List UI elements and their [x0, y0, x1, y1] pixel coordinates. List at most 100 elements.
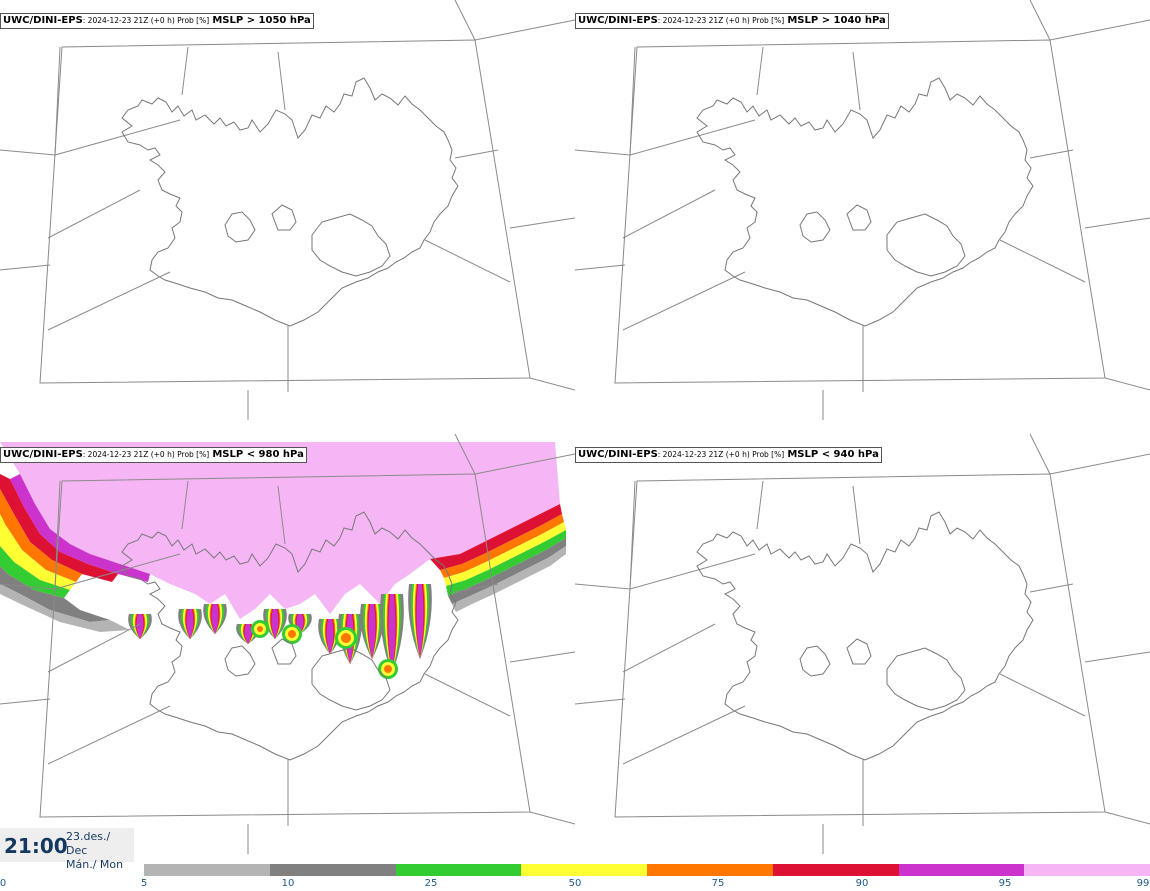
panel-title: UWC/DINI-EPS: 2024-12-23 21Z (+0 h) Prob… — [0, 447, 307, 463]
grid-line — [1029, 583, 1074, 593]
probability-band — [368, 604, 376, 659]
grid-line — [1049, 453, 1150, 475]
grid-line — [575, 264, 626, 271]
iceland-coastline — [121, 511, 459, 761]
map-panel-mslp-gt-1050: UWC/DINI-EPS: 2024-12-23 21Z (+0 h) Prob… — [0, 0, 575, 434]
model-name: UWC/DINI-EPS — [578, 15, 658, 26]
grid-line — [629, 553, 756, 590]
grid-line — [999, 673, 1086, 717]
grid-line — [454, 149, 499, 159]
probability-band — [452, 546, 566, 612]
map-grid-lines — [0, 434, 575, 854]
probability-colorbar — [144, 864, 1150, 876]
panel-title: UWC/DINI-EPS: 2024-12-23 21Z (+0 h) Prob… — [575, 447, 882, 463]
grid-line — [454, 434, 476, 475]
map-panel-mslp-gt-1040: UWC/DINI-EPS: 2024-12-23 21Z (+0 h) Prob… — [575, 0, 1150, 434]
probability-band — [136, 614, 144, 639]
grid-line — [1084, 217, 1150, 229]
grid-line — [454, 0, 476, 41]
panel-title: UWC/DINI-EPS: 2024-12-23 21Z (+0 h) Prob… — [575, 13, 889, 29]
grid-line — [47, 705, 171, 765]
map-panel-mslp-lt-940: UWC/DINI-EPS: 2024-12-23 21Z (+0 h) Prob… — [575, 434, 1150, 868]
probability-band — [271, 609, 279, 639]
map-canvas — [0, 434, 575, 854]
grid-line — [424, 673, 511, 717]
grid-line — [47, 271, 171, 331]
iceland-coastline — [121, 77, 459, 327]
probability-band — [0, 546, 70, 598]
probability-field — [0, 442, 566, 679]
colorbar-tick-label: 10 — [281, 878, 295, 889]
probability-band — [0, 514, 76, 590]
colorbar-segment — [144, 864, 270, 876]
probability-band — [416, 584, 424, 659]
run-info: : 2024-12-23 21Z (+0 h) Prob [%] — [657, 16, 785, 25]
coastline-path — [224, 645, 256, 677]
coastline-path — [121, 511, 459, 761]
grid-line — [454, 583, 499, 593]
grid-line — [0, 264, 51, 271]
grid-line — [575, 698, 626, 705]
grid-line — [509, 651, 575, 663]
iceland-coastline — [696, 511, 1034, 761]
coastline-path — [271, 204, 297, 231]
valid-time-date: 23.des./ Dec Mán./ Mon — [66, 830, 134, 872]
grid-line — [1104, 377, 1150, 391]
grid-line — [181, 46, 189, 96]
colorbar-segment — [647, 864, 773, 876]
grid-line — [999, 239, 1086, 283]
colorbar-segment — [898, 864, 1025, 876]
grid-line — [0, 46, 61, 156]
coastline-path — [799, 645, 831, 677]
probability-band — [0, 566, 110, 622]
model-name: UWC/DINI-EPS — [3, 15, 83, 26]
colorbar-tick-label: 90 — [855, 878, 869, 889]
iceland-coastline — [696, 77, 1034, 327]
probability-band — [341, 633, 351, 643]
map-canvas — [0, 0, 575, 420]
coastline-path — [886, 213, 966, 277]
run-info: : 2024-12-23 21Z (+0 h) Prob [%] — [657, 450, 785, 459]
probability-band — [0, 442, 560, 619]
coastline-path — [121, 77, 459, 327]
probability-band — [444, 522, 566, 586]
colorbar-segment — [772, 864, 899, 876]
grid-line — [277, 51, 286, 111]
probability-band — [0, 474, 118, 582]
run-info: : 2024-12-23 21Z (+0 h) Prob [%] — [82, 16, 210, 25]
grid-line — [575, 46, 636, 156]
colorbar-tick-label: 95 — [998, 878, 1012, 889]
probability-band — [0, 489, 82, 582]
run-info: : 2024-12-23 21Z (+0 h) Prob [%] — [82, 450, 210, 459]
date-line: 23.des./ Dec — [66, 830, 111, 857]
grid-line — [39, 39, 531, 384]
grid-line — [529, 811, 575, 825]
coastline-path — [311, 647, 391, 711]
threshold-condition: MSLP < 940 hPa — [787, 449, 879, 460]
colorbar-tick-label: 25 — [424, 878, 438, 889]
probability-band — [430, 504, 562, 570]
probability-band — [186, 609, 194, 639]
colorbar-tick-label: 50 — [568, 878, 582, 889]
coastline-path — [696, 511, 1034, 761]
probability-band — [446, 530, 566, 596]
probability-band — [288, 630, 296, 638]
valid-time-hour: 21:00 — [4, 834, 68, 858]
grid-line — [622, 623, 716, 673]
colorbar-segment — [269, 864, 396, 876]
coastline-path — [696, 77, 1034, 327]
colorbar-tick-label: 0 — [0, 878, 7, 889]
map-grid-lines — [0, 0, 575, 420]
grid-line — [1029, 0, 1051, 41]
coastline-path — [224, 211, 256, 243]
grid-line — [424, 239, 511, 283]
grid-line — [1084, 651, 1150, 663]
colorbar-tick-label: 99 — [1136, 878, 1150, 889]
probability-band — [0, 584, 130, 632]
grid-line — [54, 553, 181, 590]
model-name: UWC/DINI-EPS — [578, 449, 658, 460]
coastline-path — [846, 638, 872, 665]
grid-line — [277, 485, 286, 545]
grid-line — [622, 705, 746, 765]
grid-line — [474, 453, 575, 475]
